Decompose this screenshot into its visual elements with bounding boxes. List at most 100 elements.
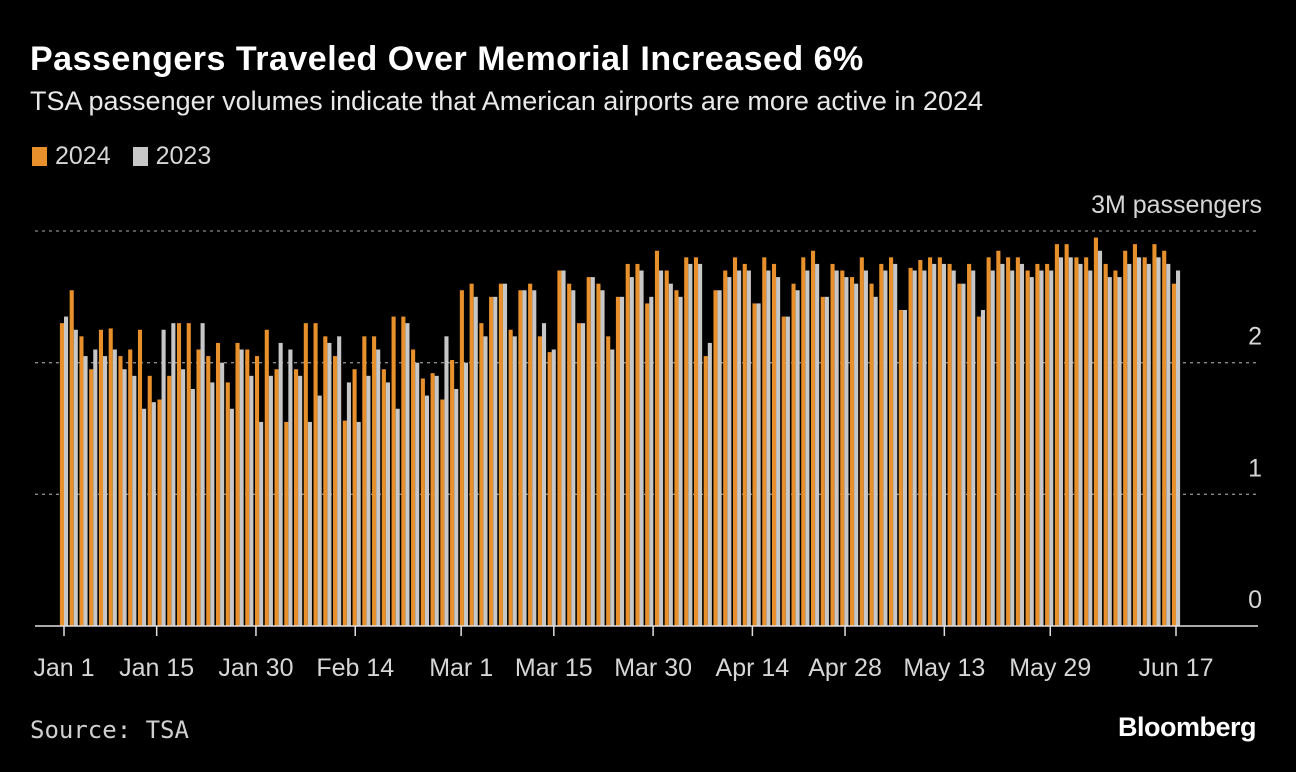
bar-2024	[79, 336, 84, 626]
bar-2024	[128, 349, 133, 626]
bar-2024	[810, 250, 816, 626]
bar-2023	[1146, 263, 1151, 626]
bar-2023	[454, 389, 459, 626]
bar-2024	[89, 369, 94, 626]
bar-2023	[278, 342, 283, 626]
bar-2023	[103, 356, 108, 626]
bar-2023	[142, 408, 147, 626]
x-tick-label: Jan 1	[33, 654, 94, 682]
bar-2023	[73, 329, 78, 626]
bar-2023	[317, 395, 322, 626]
bar-2024	[684, 257, 689, 626]
bar-2023	[639, 270, 644, 626]
bar-2023	[610, 349, 615, 626]
bar-2024	[986, 257, 991, 626]
bar-2024	[596, 283, 601, 626]
bar-2023	[1029, 277, 1034, 626]
bar-2024	[352, 369, 357, 626]
bar-2024	[1045, 263, 1050, 626]
bar-2024	[469, 283, 474, 626]
bar-2023	[746, 270, 751, 626]
bar-2024	[313, 323, 318, 626]
bloomberg-logo: Bloomberg	[1117, 712, 1257, 742]
legend-item-2023: 2023	[132, 142, 211, 171]
bar-2023	[415, 362, 420, 626]
legend-swatch-2024	[32, 147, 47, 166]
bar-2023	[951, 270, 956, 626]
bar-2024	[908, 267, 913, 626]
bar-2023	[707, 342, 712, 626]
bar-2024	[840, 270, 845, 626]
bar-2023	[1078, 263, 1083, 626]
bar-2023	[795, 290, 800, 626]
bar-2024	[928, 257, 933, 626]
bar-2024	[1025, 270, 1030, 626]
bar-2023	[883, 270, 888, 626]
bar-2023	[502, 283, 508, 626]
bar-2023	[668, 283, 673, 626]
bar-2024	[762, 257, 767, 626]
bar-2024	[294, 369, 299, 626]
bar-2023	[1068, 257, 1073, 626]
bar-2023	[980, 310, 986, 626]
bar-2024	[450, 360, 455, 626]
bar-2024	[1123, 250, 1128, 626]
bar-2023	[483, 336, 488, 626]
bar-2023	[990, 270, 995, 626]
bar-2024	[1103, 263, 1108, 626]
x-tick-label: Apr 14	[716, 654, 790, 682]
bar-2024	[157, 399, 162, 626]
bar-2023	[815, 263, 820, 626]
bar-2023	[659, 270, 664, 626]
bar-2023	[64, 316, 69, 626]
bar-2023	[629, 277, 634, 626]
bar-2024	[1171, 283, 1176, 626]
bar-2024	[459, 290, 464, 626]
bar-2024	[869, 283, 874, 626]
bar-2024	[391, 316, 396, 626]
bar-2024	[859, 257, 864, 626]
bar-2023	[327, 342, 332, 626]
bar-2024	[420, 378, 425, 626]
bar-2023	[1049, 270, 1054, 626]
bar-2024	[1084, 257, 1089, 626]
bar-2023	[385, 382, 390, 626]
bar-2023	[229, 408, 234, 626]
bar-2023	[776, 277, 781, 626]
bar-2023	[151, 402, 156, 626]
bar-2024	[508, 329, 513, 626]
bar-2023	[1019, 263, 1025, 626]
bar-2024	[196, 349, 201, 626]
bar-2024	[1162, 250, 1167, 626]
bar-2024	[372, 336, 377, 626]
bar-2024	[186, 323, 191, 626]
bar-2023	[1000, 263, 1005, 626]
bar-2023	[395, 408, 400, 626]
bar-2024	[947, 263, 952, 626]
bar-2024	[918, 259, 923, 626]
bar-2024	[606, 336, 611, 626]
bar-2024	[98, 329, 104, 626]
bar-2024	[147, 375, 152, 626]
bar-2023	[844, 277, 849, 626]
bar-2024	[645, 303, 650, 626]
bar-2023	[112, 349, 117, 626]
bar-2024	[118, 356, 123, 626]
bar-2024	[225, 382, 230, 626]
bar-2024	[557, 270, 562, 626]
bar-2024	[1132, 244, 1137, 626]
bar-2023	[288, 349, 293, 626]
bar-2023	[1176, 270, 1181, 626]
x-tick-label: Jun 17	[1138, 654, 1213, 682]
bar-2024	[440, 399, 445, 626]
bar-2024	[498, 283, 503, 626]
bar-2024	[264, 329, 269, 626]
bar-2024	[1152, 244, 1157, 626]
bar-2024	[518, 290, 523, 626]
bar-2023	[756, 303, 761, 626]
x-tick-label: Mar 15	[515, 654, 593, 682]
bar-2024	[362, 336, 367, 626]
legend-swatch-2023	[132, 147, 148, 166]
bar-2024	[108, 328, 113, 626]
bar-2024	[206, 356, 211, 626]
